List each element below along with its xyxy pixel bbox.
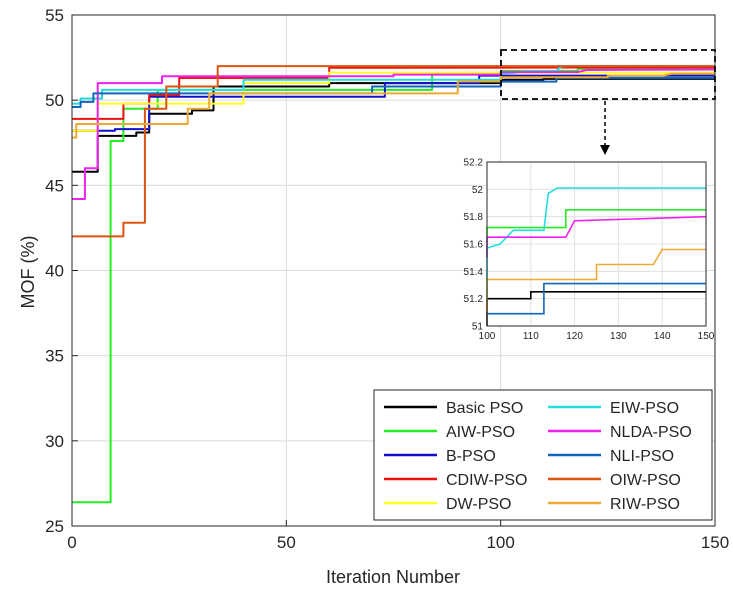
series-line-riw-pso — [72, 72, 715, 139]
inset-y-tick-label: 51.8 — [464, 212, 484, 223]
main-y-tick-label: 25 — [45, 517, 64, 536]
inset-y-tick-label: 51.2 — [464, 294, 484, 305]
legend-label: CDIW-PSO — [446, 472, 527, 489]
legend-label: NLI-PSO — [610, 448, 674, 465]
zoom-region-box — [500, 49, 716, 100]
main-y-tick-label: 35 — [45, 347, 64, 366]
main-y-tick-label: 50 — [45, 91, 64, 110]
legend-label: EIW-PSO — [610, 400, 679, 417]
inset-y-ticks: 51 51.2 51.4 51.6 51.8 52 52.2 — [464, 158, 484, 333]
main-y-tick-label: 40 — [45, 262, 64, 281]
main-y-tick-label: 45 — [45, 176, 64, 195]
inset-y-tick-label: 51.4 — [464, 267, 484, 278]
inset-x-tick-label: 120 — [566, 331, 583, 342]
legend-label: DW-PSO — [446, 496, 511, 513]
inset-x-ticks: 100 110 120 130 140 150 — [479, 331, 715, 342]
legend-label: NLDA-PSO — [610, 424, 692, 441]
legend-label: Basic PSO — [446, 400, 523, 417]
inset-x-tick-label: 100 — [479, 331, 496, 342]
legend-label: AIW-PSO — [446, 424, 515, 441]
x-axis-label: Iteration Number — [326, 567, 460, 587]
main-x-tick-label: 50 — [277, 533, 296, 552]
series-line-nli-pso — [72, 76, 715, 108]
main-y-tick-label: 55 — [45, 6, 64, 25]
inset-y-tick-label: 52 — [472, 185, 484, 196]
inset-x-tick-label: 130 — [610, 331, 627, 342]
inset-y-tick-label: 52.2 — [464, 158, 484, 169]
main-x-ticks: 0 50 100 150 — [67, 520, 729, 552]
zoom-arrow-head — [600, 145, 610, 155]
main-x-tick-label: 0 — [67, 533, 76, 552]
inset-x-tick-label: 110 — [523, 331, 539, 342]
series-line-aiw-pso — [72, 67, 715, 504]
inset-series-line-eiw-pso — [486, 187, 706, 299]
series-line-nlda-pso — [72, 68, 716, 200]
main-x-tick-label: 150 — [701, 533, 729, 552]
inset-x-tick-label: 140 — [654, 331, 671, 342]
series-line-basic-pso — [72, 77, 715, 173]
main-y-ticks: 25 30 35 40 45 50 55 — [45, 6, 78, 536]
legend-label: OIW-PSO — [610, 472, 681, 489]
series-line-oiw-pso — [72, 65, 715, 238]
legend: Basic PSO AIW-PSO B-PSO CDIW-PSO DW-PSO EIW-P… — [373, 389, 713, 521]
main-series-lines — [72, 64, 716, 504]
main-y-tick-label: 30 — [45, 432, 64, 451]
legend-label: B-PSO — [446, 448, 496, 465]
inset-y-tick-label: 51 — [472, 322, 484, 333]
inset-plot-frame — [486, 161, 707, 327]
main-x-tick-label: 100 — [486, 533, 514, 552]
legend-label: RIW-PSO — [610, 496, 680, 513]
inset-series-line-nli-pso — [487, 282, 706, 315]
inset-y-tick-label: 51.6 — [464, 240, 484, 251]
y-axis-label: MOF (%) — [18, 236, 38, 309]
inset-x-tick-label: 150 — [698, 331, 715, 342]
